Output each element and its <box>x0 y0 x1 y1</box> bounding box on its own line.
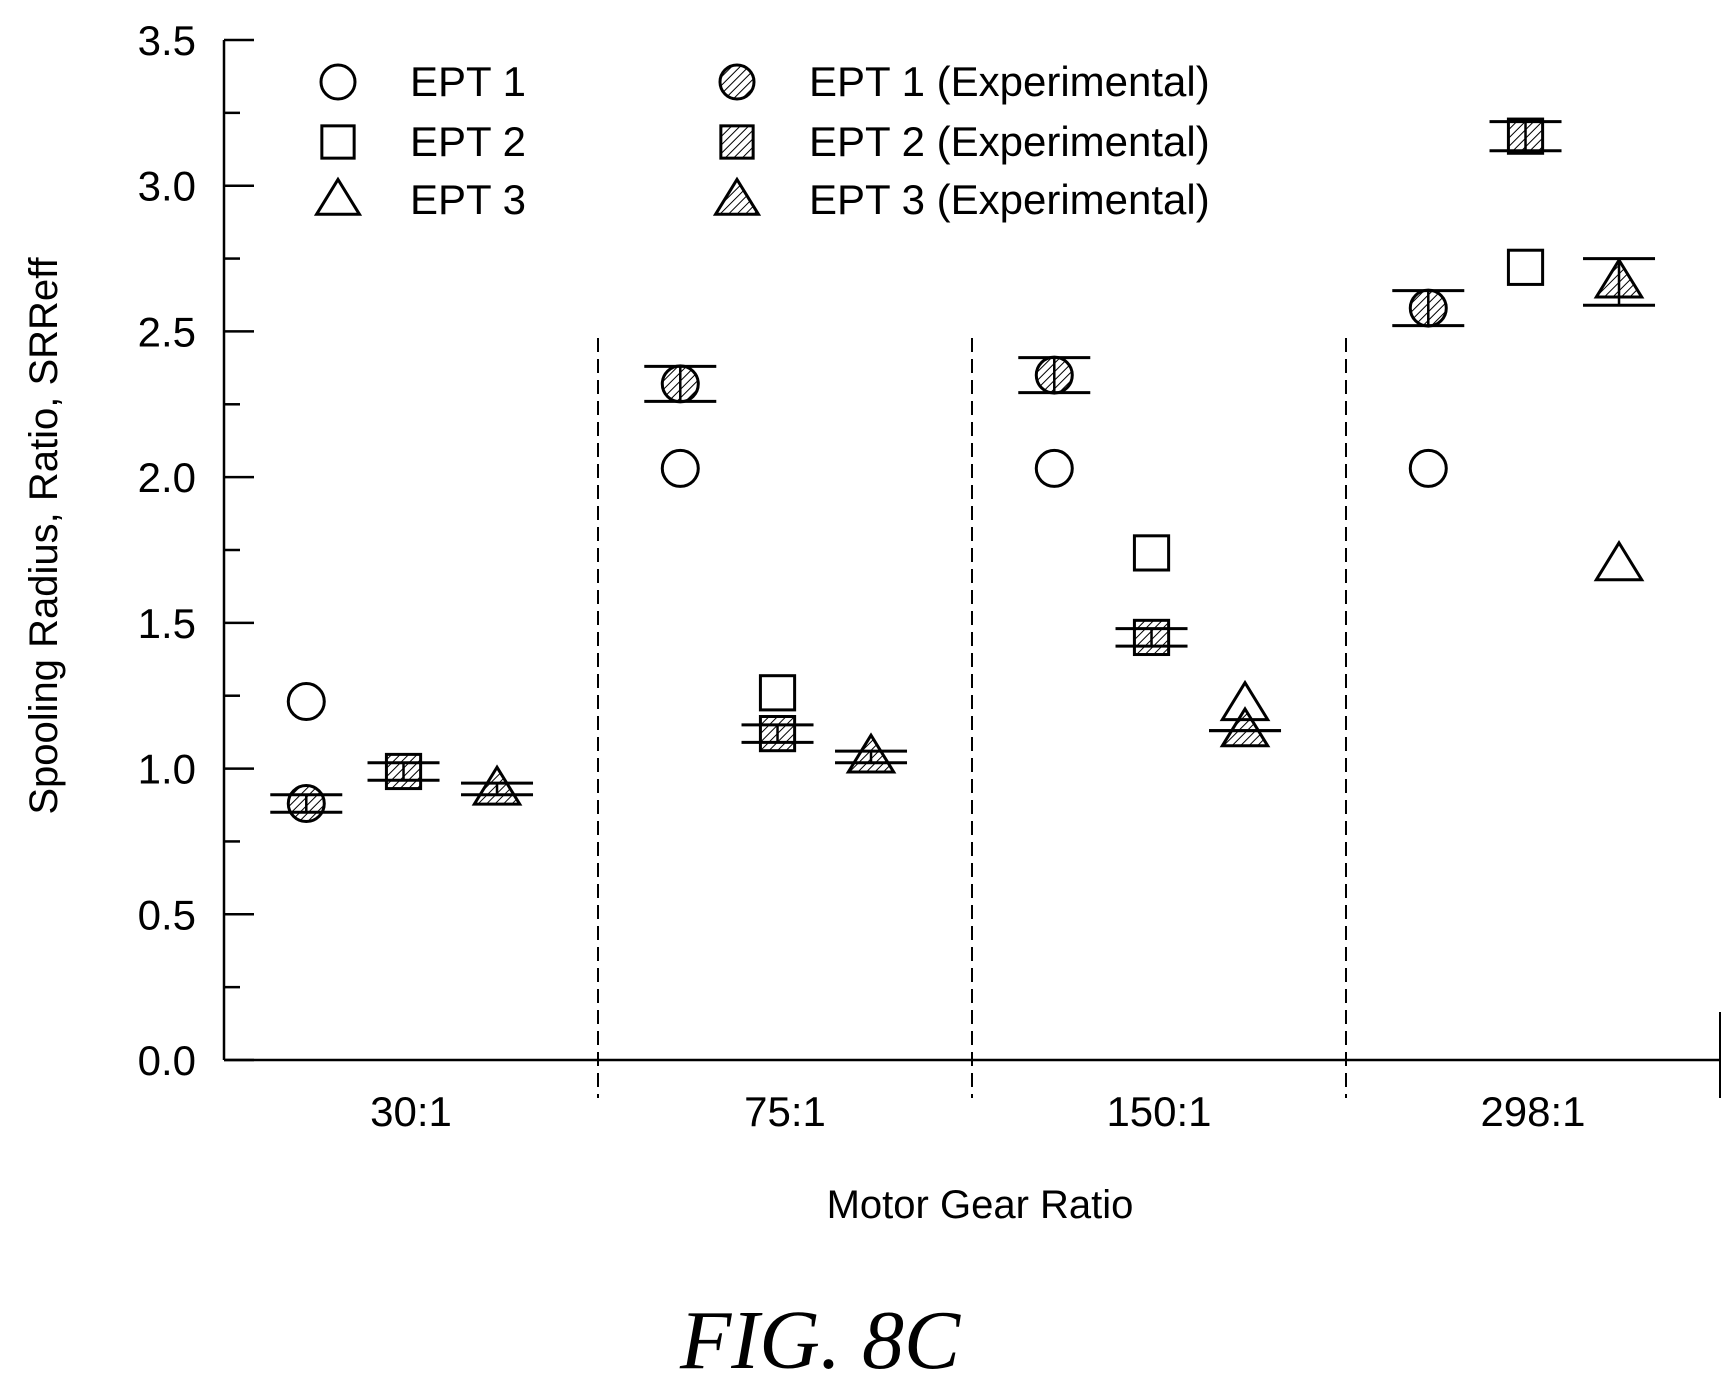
x-tick-label: 75:1 <box>744 1088 826 1135</box>
y-tick-label: 3.0 <box>138 163 196 210</box>
x-axis-label: Motor Gear Ratio <box>827 1183 1134 1227</box>
data-point <box>1506 117 1545 155</box>
category-dividers <box>597 338 1721 1098</box>
y-tick-label: 0.5 <box>138 891 196 938</box>
data-point <box>1132 534 1171 572</box>
data-point <box>1408 288 1448 328</box>
data-point <box>1593 257 1645 299</box>
data-points <box>270 117 1656 824</box>
legend-label: EPT 2 <box>410 118 526 165</box>
legend: EPT 1 EPT 2 EPT 3 EPT 1 (Experimental) EPT 2… <box>313 58 1210 223</box>
y-tick-label: 3.5 <box>138 17 196 64</box>
data-point <box>1219 706 1271 748</box>
y-tick-label: 1.5 <box>138 600 196 647</box>
y-tick-label: 2.0 <box>138 454 196 501</box>
data-point <box>1034 448 1074 488</box>
legend-label: EPT 1 (Experimental) <box>809 58 1210 105</box>
y-ticks: 0.0 0.5 1.0 1.5 2.0 2.5 3.0 3.5 <box>138 17 254 1084</box>
data-point <box>286 682 326 722</box>
y-axis-label: Spooling Radius, Ratio, SRReff <box>22 256 66 814</box>
x-tick-label: 150:1 <box>1106 1088 1211 1135</box>
y-tick-label: 2.5 <box>138 308 196 355</box>
legend-marker <box>712 176 762 216</box>
data-point <box>660 448 700 488</box>
y-tick-label: 1.0 <box>138 746 196 793</box>
legend-marker <box>319 63 357 101</box>
legend-label: EPT 3 <box>410 176 526 223</box>
data-point <box>384 752 423 791</box>
legend-marker <box>719 124 755 160</box>
legend-marker <box>313 176 363 216</box>
legend-label: EPT 2 (Experimental) <box>809 118 1210 165</box>
legend-marker <box>718 63 756 101</box>
data-point <box>758 674 797 712</box>
data-point <box>286 784 326 824</box>
legend-label: EPT 1 <box>410 58 526 105</box>
x-ticks: 30:1 75:1 150:1 298:1 <box>370 1088 1585 1135</box>
x-tick-label: 298:1 <box>1480 1088 1585 1135</box>
data-point <box>1408 448 1448 488</box>
data-point <box>1593 539 1645 582</box>
data-point <box>660 364 700 404</box>
plot-area: 0.0 0.5 1.0 1.5 2.0 2.5 3.0 3.5 30:1 75:1 150:1 29… <box>138 17 1721 1135</box>
data-point <box>1506 248 1545 286</box>
data-point <box>1034 355 1074 395</box>
data-point <box>758 715 797 753</box>
data-point <box>1132 618 1171 657</box>
legend-marker <box>320 124 356 160</box>
x-tick-label: 30:1 <box>370 1088 452 1135</box>
data-point <box>471 764 523 806</box>
data-point <box>845 732 897 774</box>
y-tick-label: 0.0 <box>138 1037 196 1084</box>
legend-label: EPT 3 (Experimental) <box>809 176 1210 223</box>
figure-caption: FIG. 8C <box>679 1294 961 1386</box>
